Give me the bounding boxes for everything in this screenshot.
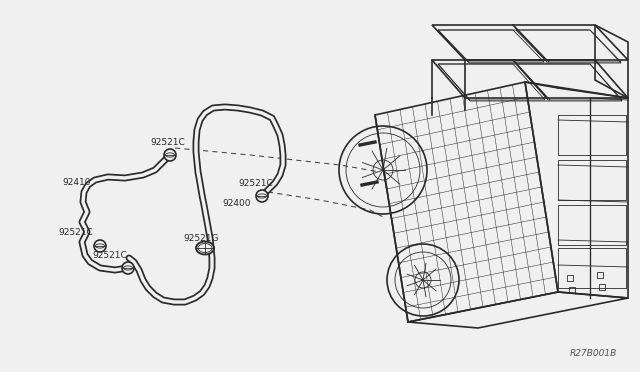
Bar (569, 287, 575, 293)
Text: 92400: 92400 (222, 199, 250, 208)
Bar (599, 284, 605, 290)
Ellipse shape (196, 241, 214, 254)
Text: 92410: 92410 (62, 177, 90, 186)
Text: 92521G: 92521G (183, 234, 218, 243)
Text: 92521C: 92521C (150, 138, 185, 147)
Text: 92521C: 92521C (92, 250, 127, 260)
Circle shape (256, 190, 268, 202)
Circle shape (164, 149, 176, 161)
Circle shape (94, 240, 106, 252)
Text: 92521C: 92521C (238, 179, 273, 187)
Bar (567, 275, 573, 281)
Text: 92521C: 92521C (58, 228, 93, 237)
Circle shape (122, 262, 134, 274)
Text: R27B001B: R27B001B (570, 349, 617, 358)
Bar (597, 272, 603, 278)
